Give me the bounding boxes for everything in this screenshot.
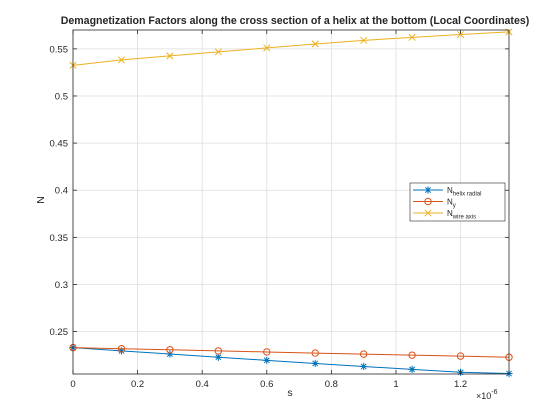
series-line xyxy=(72,347,510,358)
y-tick-label: 0.5 xyxy=(55,91,68,102)
x-axis-label: s xyxy=(287,387,292,399)
data-point xyxy=(311,40,319,48)
x-exponent-base: ×10 xyxy=(476,391,491,401)
data-point xyxy=(263,348,271,356)
data-point xyxy=(408,351,416,359)
data-point xyxy=(263,44,271,52)
y-tick-label: 0.4 xyxy=(55,186,68,197)
x-tick-label: 0.8 xyxy=(325,379,338,390)
legend-label: Nwire axis xyxy=(447,209,476,221)
grid xyxy=(72,30,509,374)
x-exponent-label: ×10-6 xyxy=(476,389,498,401)
data-point xyxy=(166,350,174,358)
data-point xyxy=(408,365,416,373)
legend-entry: Ny xyxy=(413,197,456,210)
x-tick-label: 0.4 xyxy=(196,379,209,390)
series-3 xyxy=(69,28,513,69)
axis-ticks: 0 0.2 0.4 0.6 0.8 1 1.2 0.25 0.3 0.35 0.4 0.45 0.5 0.… xyxy=(50,30,509,390)
plot-frame xyxy=(72,29,510,375)
series-line xyxy=(72,347,510,375)
legend-swatch-marker xyxy=(424,197,432,206)
data-point xyxy=(360,36,368,44)
data-point xyxy=(457,30,465,39)
x-exponent-power: -6 xyxy=(491,389,497,396)
legend-entry: Nhelix radial xyxy=(413,186,481,198)
y-tick-label: 0.3 xyxy=(55,280,68,291)
chart-title: Demagnetization Factors along the cross … xyxy=(61,15,530,27)
data-point xyxy=(214,48,222,56)
data-point xyxy=(117,56,125,64)
data-point xyxy=(166,52,174,60)
series-line xyxy=(72,31,510,66)
data-point xyxy=(359,350,368,358)
legend-swatch-marker xyxy=(424,209,432,217)
data-point xyxy=(166,346,174,354)
legend-label: Ny xyxy=(447,198,456,210)
data-point xyxy=(117,345,126,353)
data-point xyxy=(214,347,223,355)
y-tick-label: 0.35 xyxy=(50,233,69,244)
data-point xyxy=(311,349,319,357)
data-point xyxy=(311,359,319,368)
series-2 xyxy=(69,343,513,361)
y-tick-label: 0.45 xyxy=(50,139,69,150)
legend-label: Nhelix radial xyxy=(447,186,481,198)
data-point xyxy=(263,356,271,364)
y-axis-label: N xyxy=(35,196,47,204)
y-tick-label: 0.55 xyxy=(50,44,69,55)
x-tick-label: 0.2 xyxy=(131,379,144,390)
data-point xyxy=(360,362,368,371)
x-tick-label: 1.2 xyxy=(454,379,467,390)
data-point xyxy=(408,33,416,41)
data-point xyxy=(117,347,126,355)
legend-entry: Nwire axis xyxy=(413,209,476,221)
x-tick-label: 0.6 xyxy=(260,379,273,390)
data-point xyxy=(214,353,222,361)
x-tick-label: 0 xyxy=(70,379,75,390)
y-tick-label: 0.25 xyxy=(50,327,69,338)
legend-swatch-marker xyxy=(424,186,432,194)
data-point xyxy=(456,352,465,360)
series-layer xyxy=(69,28,513,378)
x-tick-label: 1 xyxy=(393,379,398,390)
